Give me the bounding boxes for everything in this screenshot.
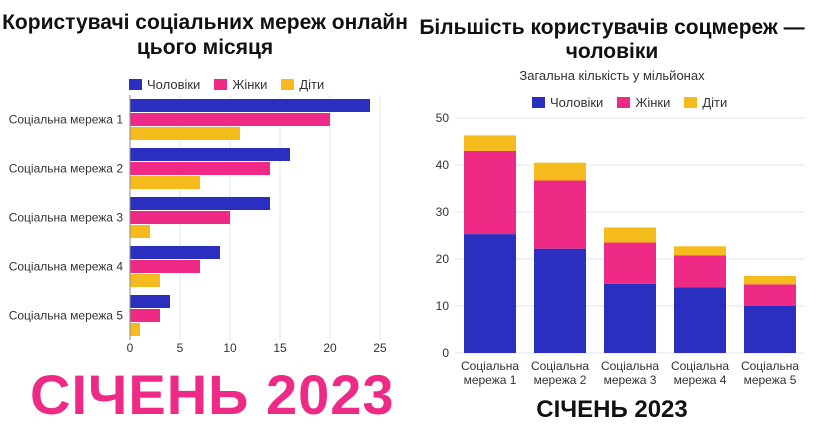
x-category-label: Соціальна bbox=[461, 359, 519, 373]
legend-label-kids: Діти bbox=[299, 77, 325, 92]
bar bbox=[130, 211, 230, 224]
legend-label-men: Чоловіки bbox=[147, 77, 201, 92]
bar-segment bbox=[674, 246, 726, 256]
bar-segment bbox=[744, 275, 796, 285]
right-chart-subtitle: Загальна кількість у мільйонах bbox=[519, 68, 705, 83]
bar bbox=[130, 127, 240, 140]
legend-item-kids: Діти bbox=[684, 95, 727, 110]
legend-label-women: Жінки bbox=[635, 95, 671, 110]
x-tick-label: 15 bbox=[273, 341, 287, 355]
bar bbox=[130, 246, 220, 259]
left-bar-chart: 0 5 10 15 20 25 Соціальна мережа 1 Соціальна ме… bbox=[9, 95, 387, 355]
y-category-label: Соціальна мережа 2 bbox=[9, 162, 124, 176]
bar bbox=[130, 260, 200, 273]
bar bbox=[130, 176, 200, 189]
bar-segment bbox=[534, 248, 586, 353]
x-category-label: Соціальна bbox=[531, 359, 589, 373]
x-tick-label: 5 bbox=[177, 341, 184, 355]
bar bbox=[130, 197, 270, 210]
legend-label-men: Чоловіки bbox=[550, 95, 604, 110]
legend-item-kids: Діти bbox=[281, 77, 324, 92]
legend-item-men: Чоловіки bbox=[129, 77, 200, 92]
legend-label-women: Жінки bbox=[232, 77, 268, 92]
bar-segment bbox=[674, 287, 726, 353]
bar-segment bbox=[464, 150, 516, 235]
y-category-label: Соціальна мережа 1 bbox=[9, 113, 124, 127]
left-chart-title: Користувачі соціальних мереж онлайн цьог… bbox=[2, 11, 408, 59]
x-category-label: Соціальна bbox=[601, 359, 659, 373]
x-category-label: Соціальна bbox=[741, 359, 799, 373]
legend-label-kids: Діти bbox=[702, 95, 728, 110]
bar-segment bbox=[534, 162, 586, 181]
bar-segment bbox=[464, 135, 516, 151]
y-tick-label: 50 bbox=[436, 111, 450, 125]
x-category-label: мережа 2 bbox=[534, 373, 587, 387]
left-legend: Чоловіки Жінки Діти bbox=[129, 77, 324, 92]
legend-swatch-women bbox=[617, 97, 631, 108]
bar-segment bbox=[674, 255, 726, 288]
legend-item-women: Жінки bbox=[214, 77, 267, 92]
y-tick-label: 30 bbox=[436, 205, 450, 219]
big-date-caption: СІЧЕНЬ 2023 bbox=[30, 363, 395, 426]
y-tick-label: 40 bbox=[436, 158, 450, 172]
legend-item-women: Жінки bbox=[617, 95, 670, 110]
bar-segment bbox=[744, 306, 796, 353]
bar-segment bbox=[604, 283, 656, 353]
x-category-label: Соціальна bbox=[671, 359, 729, 373]
bar-segment bbox=[744, 284, 796, 306]
y-tick-label: 20 bbox=[436, 252, 450, 266]
bar bbox=[130, 309, 160, 322]
bar-segment bbox=[534, 180, 586, 249]
y-category-label: Соціальна мережа 5 bbox=[9, 309, 124, 323]
bar bbox=[130, 162, 270, 175]
x-tick-label: 0 bbox=[127, 341, 134, 355]
bar bbox=[130, 295, 170, 308]
y-category-label: Соціальна мережа 4 bbox=[9, 260, 124, 274]
legend-item-men: Чоловіки bbox=[532, 95, 603, 110]
x-tick-label: 25 bbox=[373, 341, 387, 355]
x-tick-label: 10 bbox=[223, 341, 237, 355]
legend-swatch-men bbox=[532, 97, 545, 108]
bar bbox=[130, 99, 370, 112]
legend-swatch-kids bbox=[281, 79, 295, 90]
x-category-label: мережа 4 bbox=[674, 373, 727, 387]
right-chart-title: Більшість користувачів соцмереж — чолові… bbox=[419, 16, 805, 63]
bar bbox=[130, 323, 140, 336]
x-category-label: мережа 3 bbox=[604, 373, 657, 387]
right-legend: Чоловіки Жінки Діти bbox=[532, 95, 727, 110]
y-tick-label: 10 bbox=[436, 299, 450, 313]
bar-segment bbox=[604, 227, 656, 243]
bar bbox=[130, 225, 150, 238]
x-tick-label: 20 bbox=[323, 341, 337, 355]
y-category-label: Соціальна мережа 3 bbox=[9, 211, 124, 225]
x-category-label: мережа 1 bbox=[464, 373, 517, 387]
bar-segment bbox=[604, 242, 656, 284]
bar bbox=[130, 148, 290, 161]
x-category-label: мережа 5 bbox=[744, 373, 797, 387]
small-date-caption: СІЧЕНЬ 2023 bbox=[536, 396, 688, 423]
legend-swatch-men bbox=[129, 79, 142, 90]
y-tick-label: 0 bbox=[442, 346, 449, 360]
bar bbox=[130, 113, 330, 126]
bar-segment bbox=[464, 234, 516, 353]
legend-swatch-women bbox=[214, 79, 228, 90]
legend-swatch-kids bbox=[684, 97, 698, 108]
bar bbox=[130, 274, 160, 287]
